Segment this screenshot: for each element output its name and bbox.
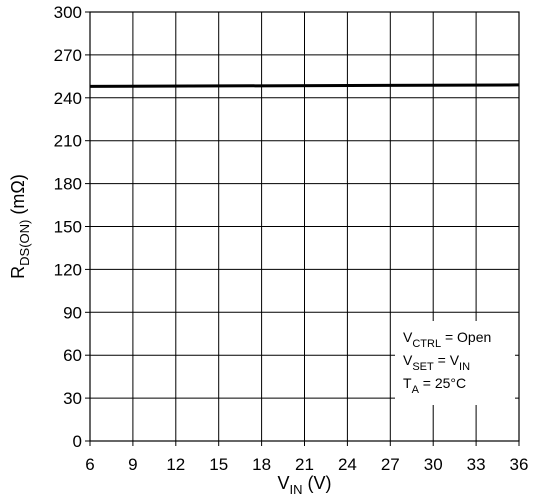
y-tick-label: 150 [54, 218, 82, 237]
x-tick-label: 18 [252, 455, 271, 474]
annotation-line: VSET = VIN [403, 352, 470, 373]
series-group [89, 83, 520, 88]
y-tick-label: 60 [63, 346, 82, 365]
x-tick-label: 33 [467, 455, 486, 474]
series-line [89, 83, 520, 88]
grid [90, 12, 519, 441]
x-tick-label: 36 [510, 455, 529, 474]
x-tick-label: 30 [424, 455, 443, 474]
y-tick-label: 210 [54, 132, 82, 151]
x-tick-label: 27 [381, 455, 400, 474]
x-tick-label: 24 [338, 455, 357, 474]
x-tick-label: 12 [166, 455, 185, 474]
annotation-background [395, 321, 515, 405]
y-tick-label: 240 [54, 89, 82, 108]
x-tick-label: 21 [295, 455, 314, 474]
y-tick-label: 30 [63, 389, 82, 408]
x-tick-label: 9 [128, 455, 137, 474]
y-tick-label: 90 [63, 303, 82, 322]
x-tick-label: 15 [209, 455, 228, 474]
x-tick-label: 6 [85, 455, 94, 474]
y-axis-label: RDS(ON) (mΩ) [8, 174, 32, 279]
y-tick-label: 0 [73, 432, 82, 451]
y-tick-label: 270 [54, 46, 82, 65]
annotation-line: VCTRL = Open [403, 329, 491, 350]
annotation-line: TA = 25°C [403, 375, 466, 396]
y-tick-labels: 0 30 60 90 120 150 180 210 240 270 300 [54, 3, 90, 451]
y-tick-label: 180 [54, 175, 82, 194]
y-tick-label: 300 [54, 3, 82, 22]
y-tick-label: 120 [54, 260, 82, 279]
x-axis-label: VIN (V) [277, 473, 331, 497]
x-tick-labels: 6 9 12 15 18 21 24 27 30 33 36 [85, 441, 528, 474]
